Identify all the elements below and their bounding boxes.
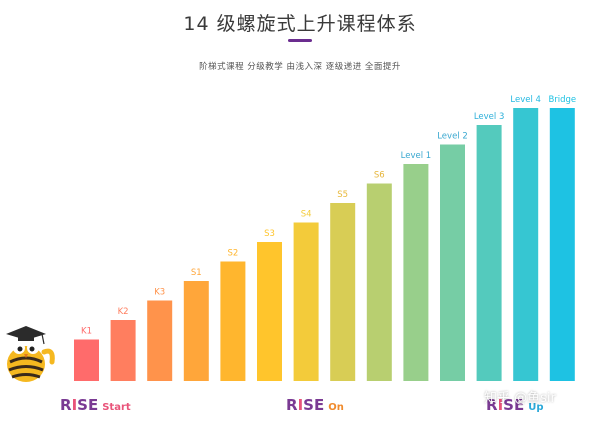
bar-label-s1: S1 (191, 268, 202, 278)
bar-labels-group: K1 K2 K3 S1 S2 S3 S4 S5 S6 Level 1 Level 2 Level 3 L… (81, 95, 576, 337)
page-title: 14 级螺旋式上升课程体系 (183, 13, 417, 35)
rise-start-logo: RISE Start (60, 396, 131, 414)
bar-label-bridge: Bridge (548, 95, 576, 105)
bar-label-s5: S5 (337, 190, 348, 200)
bar-label-k3: K3 (154, 288, 165, 298)
bar-bridge (549, 108, 575, 381)
bar-label-k1: K1 (81, 327, 92, 337)
bar-label-level-1: Level 1 (401, 151, 432, 161)
page-subtitle: 阶梯式课程 分级教学 由浅入深 逐级递进 全面提升 (199, 62, 401, 72)
bar-level-3 (476, 125, 502, 381)
bar-level-4 (513, 108, 539, 381)
bar-s6 (366, 183, 392, 381)
bar-label-s3: S3 (264, 229, 275, 239)
title-underline (288, 39, 312, 42)
bar-s1 (183, 281, 209, 381)
bar-k3 (147, 300, 173, 381)
bars-group (74, 108, 575, 381)
rise-up-logo: RISE Up (486, 396, 544, 414)
bar-label-s6: S6 (374, 171, 385, 181)
bar-k2 (110, 320, 136, 381)
bar-s2 (220, 261, 246, 381)
bar-label-level-3: Level 3 (474, 112, 505, 122)
watermark: 知乎 @鱼sir (484, 391, 556, 406)
owl-mascot-icon (6, 326, 55, 382)
bar-level-2 (440, 144, 465, 381)
bar-label-s4: S4 (301, 210, 312, 220)
bar-label-k2: K2 (118, 307, 129, 317)
bar-s4 (293, 222, 319, 381)
bar-label-level-4: Level 4 (510, 95, 541, 105)
bar-label-level-2: Level 2 (437, 132, 468, 142)
rise-on-logo: RISE On (286, 396, 344, 414)
bar-s3 (257, 242, 282, 381)
bar-k1 (74, 339, 99, 381)
bar-s5 (330, 203, 356, 381)
bar-label-s2: S2 (227, 249, 238, 259)
bar-level-1 (403, 164, 429, 381)
